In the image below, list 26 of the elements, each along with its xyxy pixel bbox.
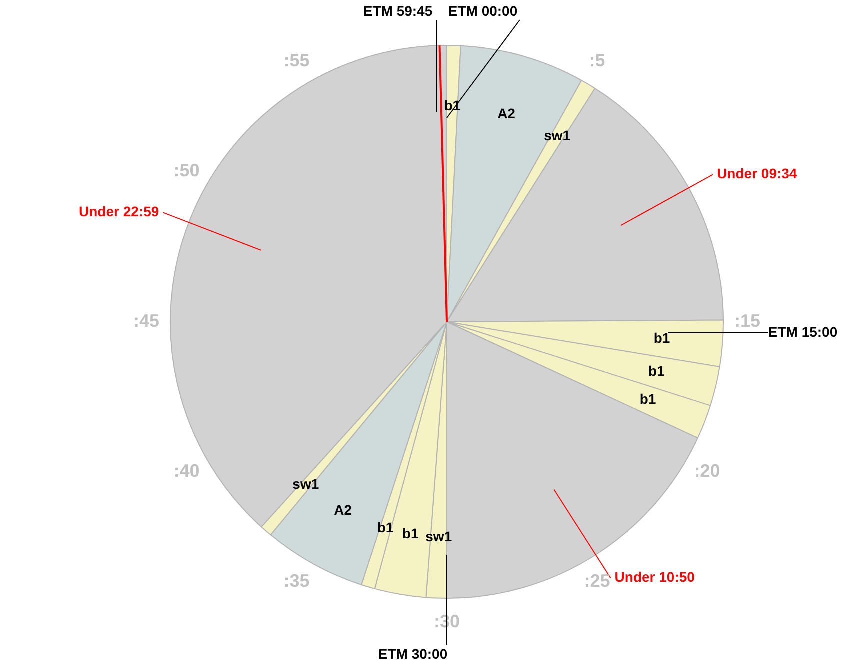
slice-label: b1	[640, 390, 656, 407]
text: :35	[284, 571, 310, 592]
text: :20	[694, 461, 720, 482]
slice-label: A2	[334, 502, 352, 518]
slice-label: b1	[648, 363, 666, 380]
text: :15	[734, 310, 761, 331]
slice-label: Under 09:34	[717, 165, 798, 182]
text: ETM 15:00	[768, 324, 838, 340]
text: :50	[174, 160, 200, 181]
slice-label: Under 22:59	[79, 204, 160, 220]
text: :25	[584, 571, 610, 592]
text: ETM 59:45	[363, 2, 433, 19]
slice-label: b1	[654, 330, 670, 346]
text: :45	[133, 310, 160, 331]
slice-label: A2	[498, 106, 516, 122]
text: :55	[284, 50, 310, 71]
slice-label: b1	[402, 525, 419, 542]
slice-label: sw1	[292, 476, 320, 492]
slice-label: b1	[377, 520, 394, 536]
text: :5	[589, 50, 606, 71]
slice-label: Under 10:50	[614, 569, 696, 586]
text: :40	[174, 461, 200, 482]
text: ETM 30:00	[378, 646, 448, 662]
slice-label: sw1	[544, 128, 571, 144]
text: ETM 00:00	[448, 2, 518, 19]
slice-label: sw1	[426, 528, 452, 544]
